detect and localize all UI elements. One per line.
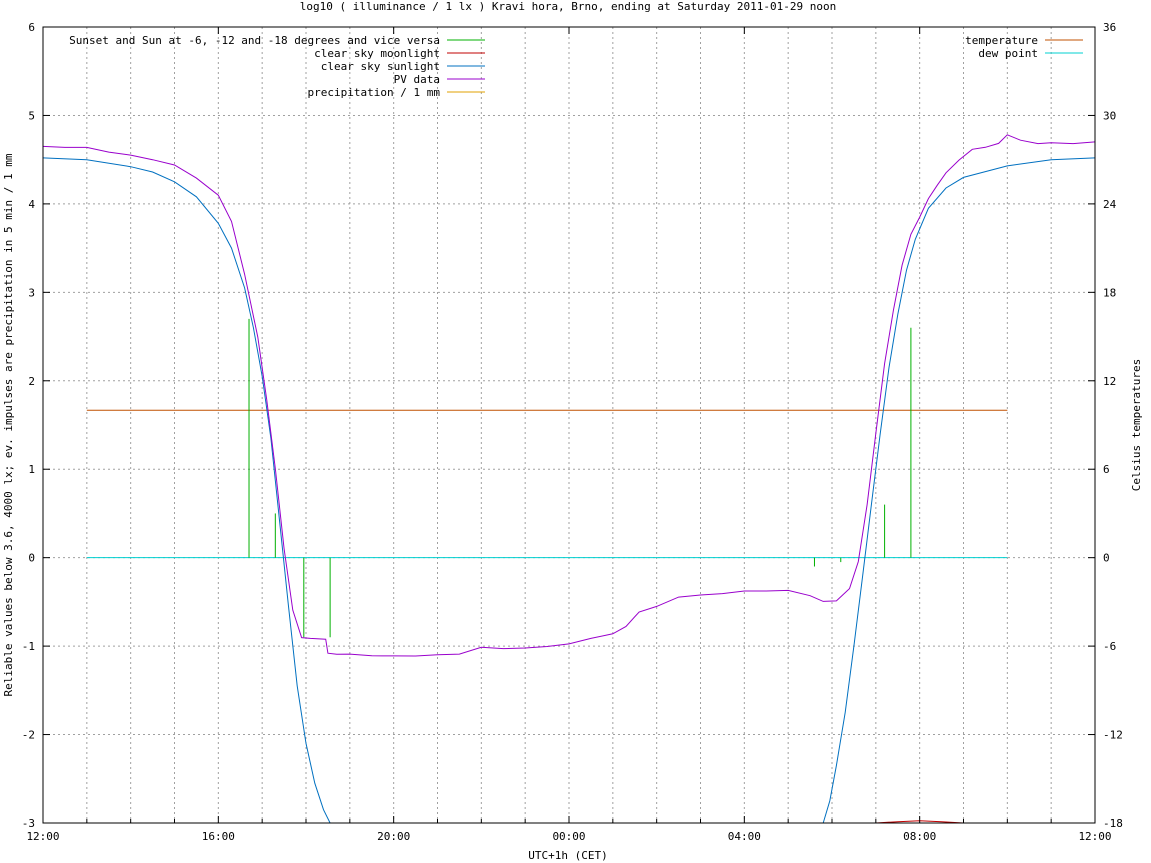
y-tick-label: 2 bbox=[28, 375, 35, 388]
y2-tick-label: -12 bbox=[1103, 729, 1123, 742]
y-tick-label: -1 bbox=[22, 640, 35, 653]
x-tick-label: 00:00 bbox=[552, 830, 585, 843]
y-tick-label: 5 bbox=[28, 109, 35, 122]
y2-tick-label: -6 bbox=[1103, 640, 1116, 653]
y2-tick-label: 36 bbox=[1103, 21, 1116, 34]
y-tick-label: 4 bbox=[28, 198, 35, 211]
y2-tick-label: 30 bbox=[1103, 109, 1116, 122]
y-tick-label: -2 bbox=[22, 729, 35, 742]
sunlight-curve-morning bbox=[822, 157, 1096, 824]
y2-tick-label: 0 bbox=[1103, 552, 1110, 565]
tick-layer: 12:00 16:00 20:00 00:00 04:00 08:00 12:00-3-2-… bbox=[22, 21, 1123, 843]
y-tick-label: 3 bbox=[28, 286, 35, 299]
x-tick-label: 20:00 bbox=[377, 830, 410, 843]
y2-tick-label: 18 bbox=[1103, 286, 1116, 299]
legend-left-label: precipitation / 1 mm bbox=[308, 86, 441, 99]
y-tick-label: 6 bbox=[28, 21, 35, 34]
y2-tick-label: 24 bbox=[1103, 198, 1117, 211]
legend-right-label: temperature bbox=[965, 34, 1038, 47]
x-tick-label: 12:00 bbox=[1078, 830, 1111, 843]
grid-layer bbox=[43, 27, 1095, 823]
x-tick-label: 04:00 bbox=[728, 830, 761, 843]
y2-axis-label: Celsius temperatures bbox=[1130, 359, 1143, 491]
legend-left-label: PV data bbox=[394, 73, 440, 86]
y2-tick-label: -18 bbox=[1103, 817, 1123, 830]
sunlight-curve-evening bbox=[42, 157, 331, 824]
x-tick-label: 16:00 bbox=[202, 830, 235, 843]
y-tick-label: -3 bbox=[22, 817, 35, 830]
chart-title: log10 ( illuminance / 1 lx ) Kravi hora,… bbox=[300, 0, 836, 13]
x-axis-label: UTC+1h (CET) bbox=[528, 849, 607, 862]
legend-left-label: clear sky moonlight bbox=[314, 47, 440, 60]
y-axis-label: Reliable values below 3.6, 4000 lx; ev. … bbox=[2, 153, 15, 696]
x-tick-label: 12:00 bbox=[26, 830, 59, 843]
x-tick-label: 08:00 bbox=[903, 830, 936, 843]
y-tick-label: 1 bbox=[28, 463, 35, 476]
y2-tick-label: 6 bbox=[1103, 463, 1110, 476]
pv-data-curve bbox=[42, 134, 1096, 657]
legend-left-label: clear sky sunlight bbox=[321, 60, 440, 73]
y-tick-label: 0 bbox=[28, 552, 35, 565]
y2-tick-label: 12 bbox=[1103, 375, 1116, 388]
series-layer bbox=[42, 134, 1096, 824]
legend-layer: Sunset and Sun at -6, -12 and -18 degree… bbox=[69, 34, 1083, 99]
legend-right-label: dew point bbox=[978, 47, 1038, 60]
legend-left-label: Sunset and Sun at -6, -12 and -18 degree… bbox=[69, 34, 440, 47]
